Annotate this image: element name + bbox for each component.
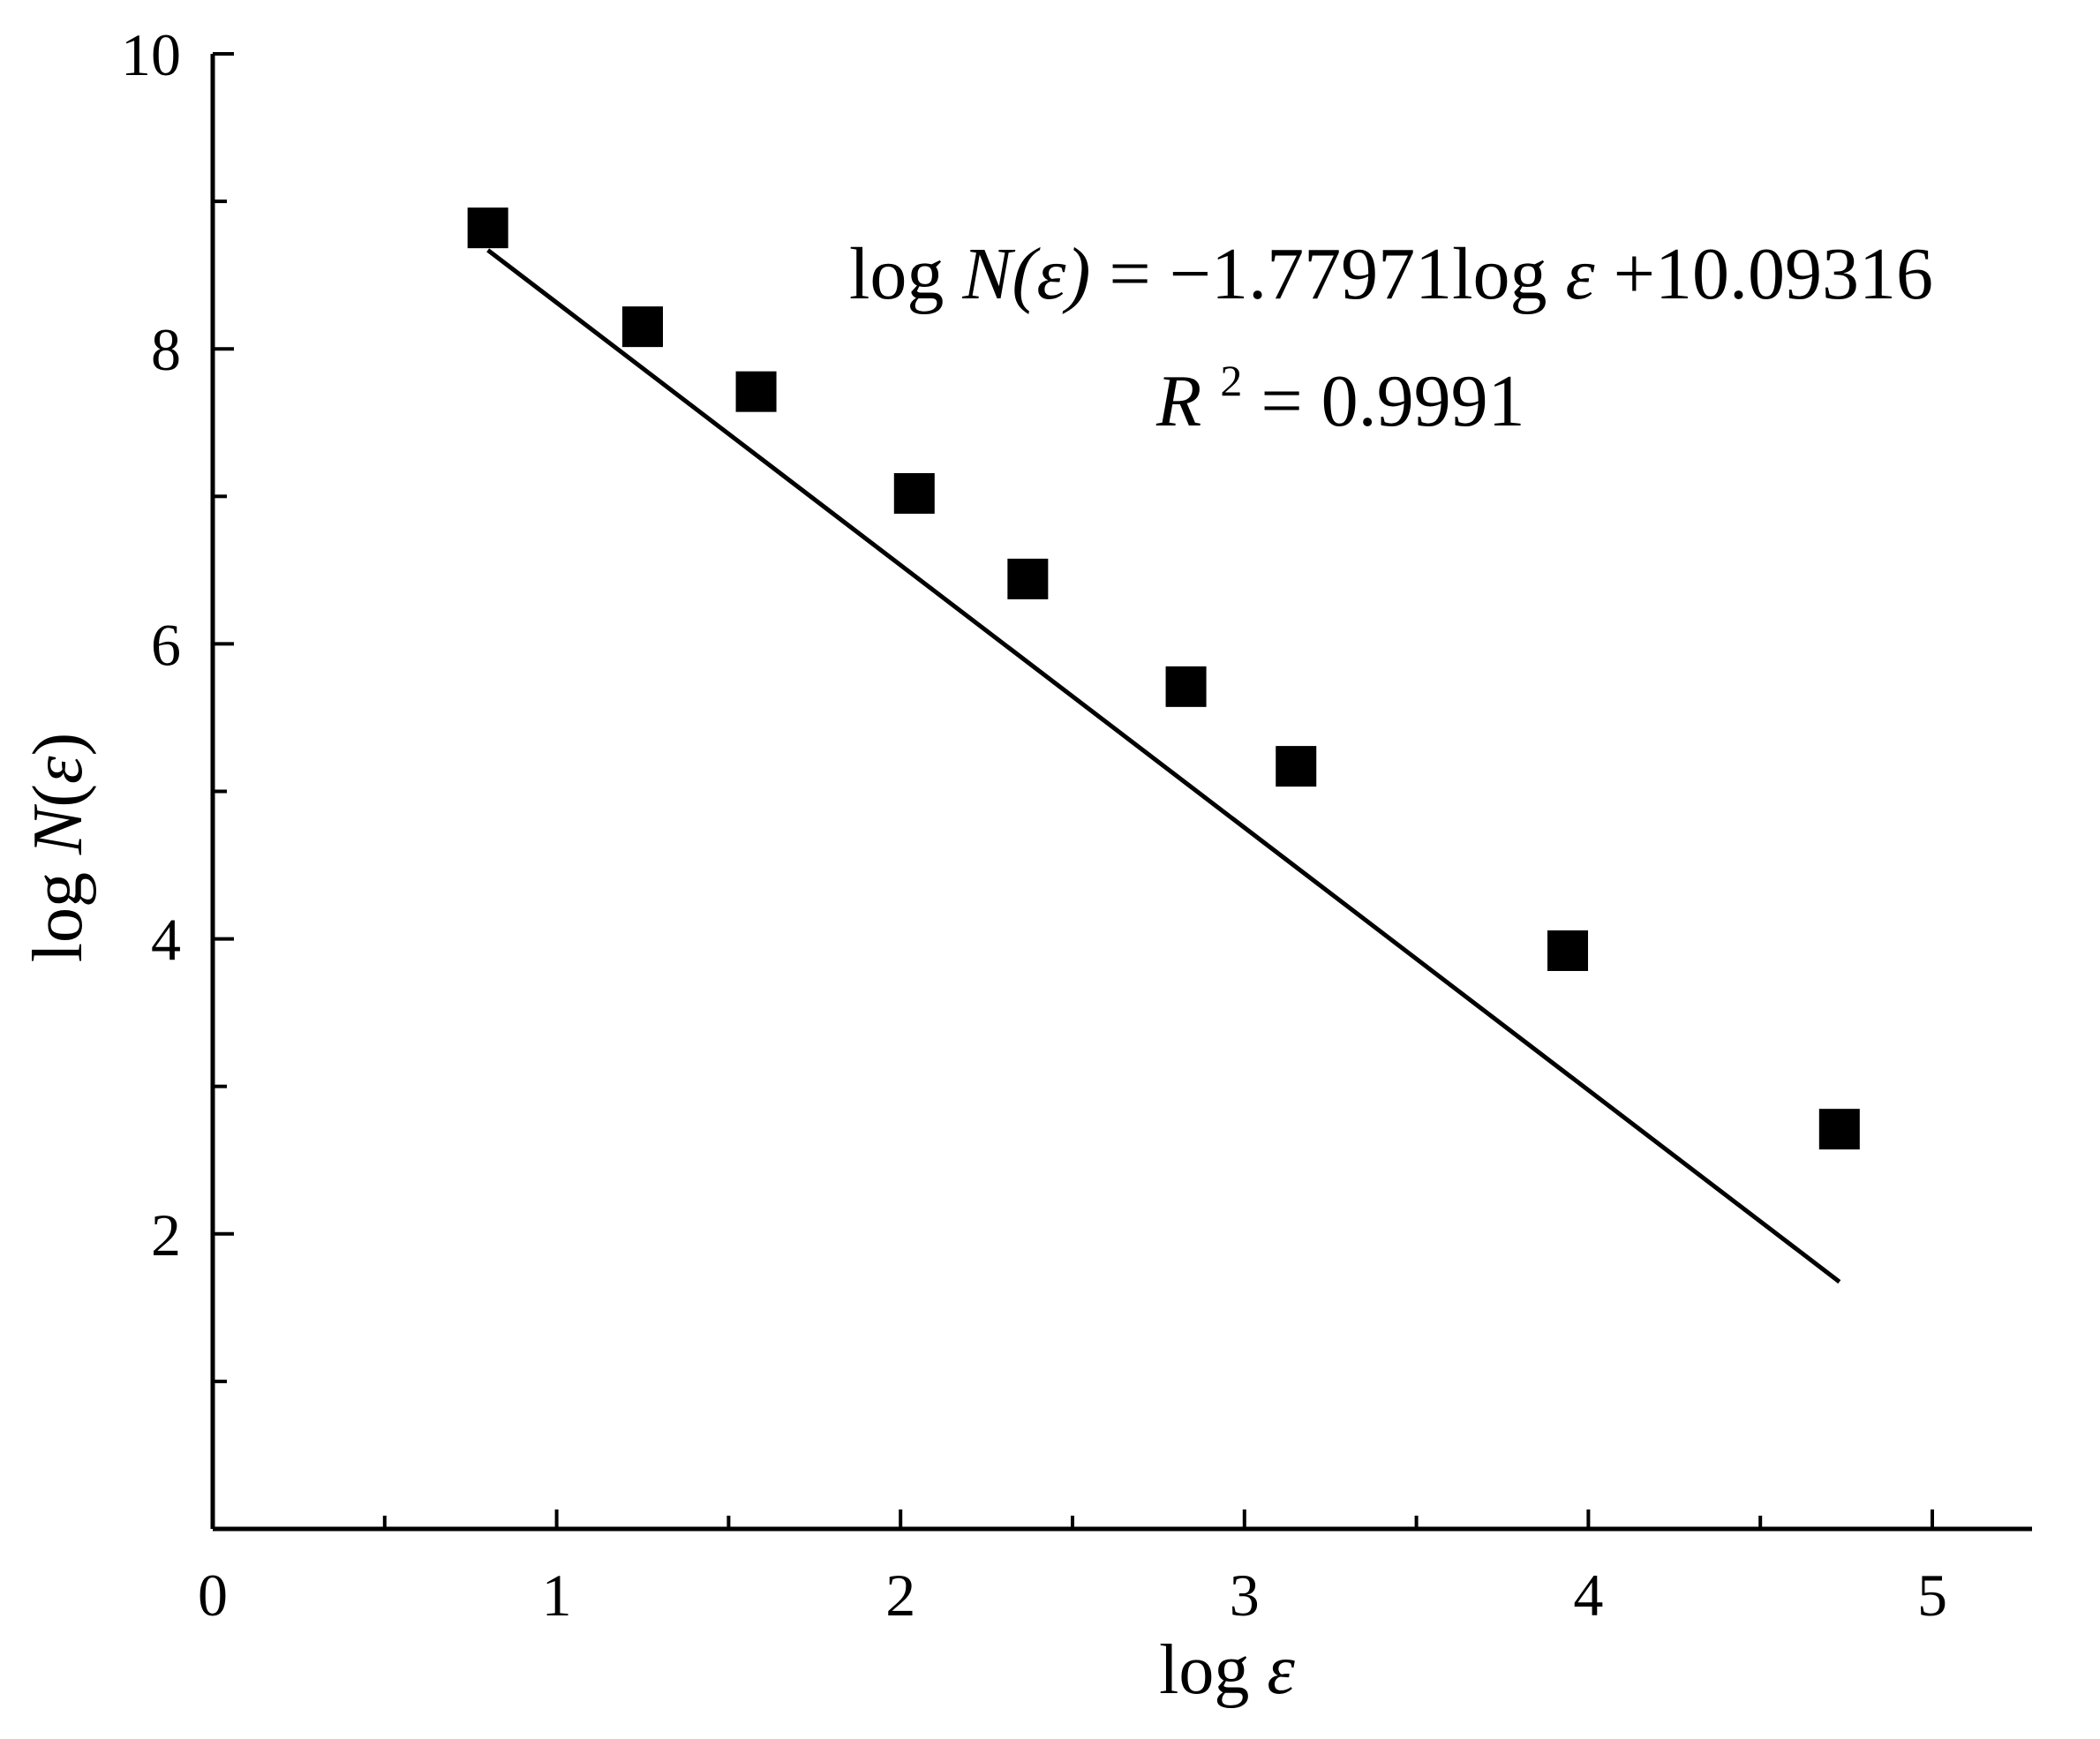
x-tick-label: 3	[1230, 1562, 1260, 1629]
fit-equation: log N(ε) = −1.77971log ε +10.09316	[849, 233, 1933, 315]
r2-var: R	[1155, 360, 1201, 442]
x-tick-label: 0	[198, 1562, 228, 1629]
r2-val: = 0.9991	[1261, 360, 1524, 442]
data-point	[1818, 1109, 1860, 1150]
y-tick-label: 6	[151, 611, 181, 678]
r2-exp: 2	[1220, 356, 1242, 405]
equation-lhs: log	[849, 233, 944, 315]
fit-line-group	[486, 248, 1841, 1284]
ticks: 0 1 2 3 4 5 2 4 6 8 10	[121, 21, 1947, 1629]
x-tick-label: 5	[1917, 1562, 1947, 1629]
data-markers	[467, 207, 1860, 1150]
data-point	[735, 371, 777, 412]
fit-line	[486, 248, 1841, 1284]
data-point	[1547, 930, 1589, 971]
y-tick-label: 10	[121, 21, 181, 88]
x-tick-label: 2	[885, 1562, 915, 1629]
data-point	[467, 207, 508, 249]
equation-eps: ε	[1566, 233, 1596, 315]
y-tick-label: 8	[151, 316, 181, 383]
data-point	[1007, 558, 1049, 599]
data-point	[1165, 666, 1207, 707]
equation-var: N(ε)	[961, 233, 1090, 315]
x-tick-label: 4	[1573, 1562, 1603, 1629]
equation-rhs: +10.09316	[1614, 233, 1933, 315]
r-squared: R 2 = 0.9991	[1155, 330, 1525, 442]
data-point	[622, 306, 663, 348]
y-tick-label: 4	[151, 907, 181, 974]
y-axis-title: log N(ε)	[19, 733, 97, 962]
data-point	[893, 472, 935, 514]
x-axis-title: log ε	[1159, 1631, 1295, 1709]
equation-mid: = −1.77971log	[1109, 233, 1547, 315]
data-point	[1276, 746, 1317, 787]
x-tick-label: 1	[542, 1562, 572, 1629]
y-tick-label: 2	[151, 1201, 181, 1268]
